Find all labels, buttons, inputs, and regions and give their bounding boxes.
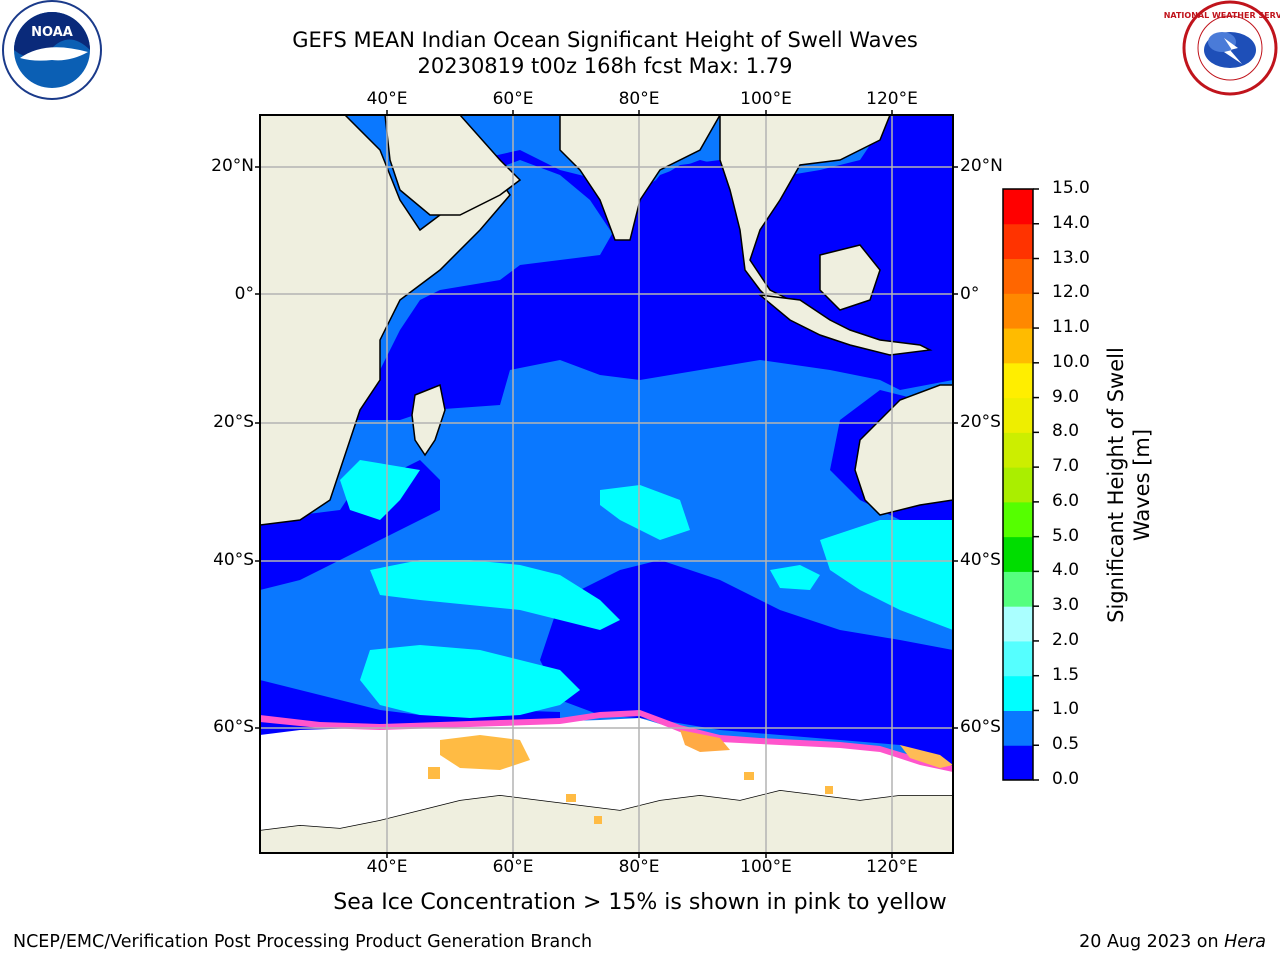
lon-tick-bottom: 120°E [866,857,918,877]
colorbar-tick-label: 14.0 [1052,212,1090,233]
lat-tick-right: 20°S [960,412,1001,432]
colorbar-label: Significant Height of Swell Waves [m] [1104,347,1154,623]
lat-tick-left: 40°S [213,550,254,570]
map-frame [259,114,954,854]
noaa-logo-text: NOAA [31,25,73,40]
lat-tick-left: 20°N [211,156,254,176]
colorbar-swatch [1003,362,1033,399]
footer-date: 20 Aug 2023 on Hera [1079,932,1266,952]
colorbar-swatch [1003,467,1033,503]
lon-tick-bottom: 60°E [492,857,534,877]
lat-tick-left: 60°S [213,717,254,737]
colorbar-tick-label: 1.0 [1052,699,1080,720]
colorbar-swatch [1003,501,1033,538]
colorbar-swatch [1003,397,1033,433]
lon-tick-top: 120°E [866,89,918,109]
colorbar-swatch [1003,745,1033,781]
colorbar-swatch [1003,640,1033,677]
swell-band-1.0-1.5 [340,460,953,718]
colorbar-tick-label: 0.0 [1052,769,1080,789]
colorbar-swatch [1003,710,1033,746]
colorbar-tick-label: 15.0 [1052,178,1090,198]
sea-ice-edge [260,710,953,824]
lon-tick-top: 40°E [366,89,408,109]
chart-subtitle: 20230819 t00z 168h fcst Max: 1.79 [417,54,793,78]
lon-tick-bottom: 100°E [740,857,792,877]
map-area [260,115,953,853]
colorbar-frame [1002,188,1034,781]
nws-logo-text: NATIONAL WEATHER SERVICE [1164,11,1280,20]
colorbar-swatch [1003,536,1033,572]
colorbar-tick-label: 0.5 [1052,734,1080,755]
colorbar-tick-label: 1.5 [1052,664,1080,685]
lon-tick-bottom: 40°E [366,857,408,877]
colorbar-tick-label: 10.0 [1052,351,1090,372]
colorbar-tick-label: 4.0 [1052,560,1080,581]
lon-tick-top: 80°E [618,89,660,109]
colorbar-tick-label: 12.0 [1052,282,1090,303]
colorbar-swatch [1003,223,1033,260]
colorbar-swatch [1003,293,1033,329]
chart-title: GEFS MEAN Indian Ocean Significant Heigh… [292,28,918,52]
colorbar-swatch [1003,675,1033,711]
lat-tick-right: 60°S [960,717,1001,737]
land-masses [260,115,953,853]
colorbar [1003,188,1039,781]
nws-logo: NATIONAL WEATHER SERVICE [1164,0,1280,96]
lat-tick-left: 0° [234,284,254,304]
lat-tick-right: 40°S [960,550,1001,570]
colorbar-tick-label: 6.0 [1052,490,1080,511]
colorbar-tick-label: 8.0 [1052,421,1080,442]
colorbar-tick-label: 3.0 [1052,595,1080,616]
colorbar-tick-label: 2.0 [1052,629,1080,650]
sea-ice-caption: Sea Ice Concentration > 15% is shown in … [333,890,947,915]
sea-ice-area [260,718,953,830]
footer-credit: NCEP/EMC/Verification Post Processing Pr… [13,932,593,952]
colorbar-swatch [1003,328,1033,364]
colorbar-tick-label: 11.0 [1052,317,1090,338]
colorbar-tick-label: 7.0 [1052,456,1080,477]
map-tick-marks [255,110,958,858]
colorbar-swatch [1003,571,1033,607]
lat-tick-right: 20°N [960,156,1003,176]
footer-date-text: 20 Aug 2023 on [1079,932,1225,952]
lat-tick-right: 0° [960,284,980,304]
footer-host: Hera [1224,932,1266,952]
colorbar-swatch [1003,606,1033,642]
lon-tick-top: 100°E [740,89,792,109]
noaa-logo: NOAA [2,0,102,100]
colorbar-tick-label: 9.0 [1052,386,1080,407]
colorbar-swatch [1003,189,1033,225]
lon-tick-top: 60°E [492,89,534,109]
colorbar-swatch [1003,432,1033,468]
lon-tick-bottom: 80°E [618,857,660,877]
colorbar-swatch [1003,258,1033,294]
lat-tick-left: 20°S [213,412,254,432]
colorbar-tick-label: 13.0 [1052,247,1090,268]
colorbar-tick-label: 5.0 [1052,525,1080,546]
graticule [260,115,953,853]
